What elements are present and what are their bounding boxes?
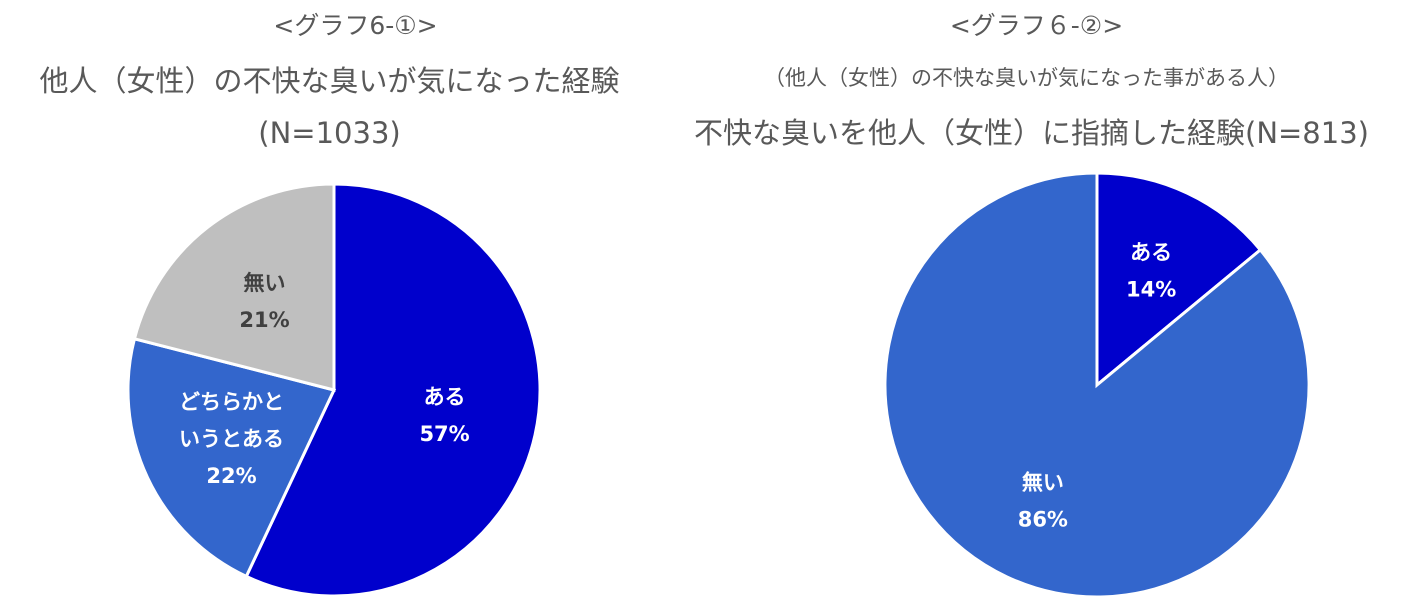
chart-2-slice-1-category-label: 無い — [1022, 471, 1064, 495]
chart-1-slice-2-category-label: 無い — [244, 271, 286, 295]
chart-1-sample-size: (N=1033) — [258, 116, 401, 150]
chart-2-slice-0-value-label: 14% — [1126, 277, 1176, 301]
chart-2-slice-0 — [1095, 171, 1263, 389]
chart-1: <グラフ6-①> 他人（女性）の不快な臭いが気になった経験 (N=1033) あ… — [39, 11, 620, 598]
chart-2-title: 不快な臭いを他人（女性）に指摘した経験(N=813) — [694, 116, 1369, 150]
chart-2-subtitle: （他人（女性）の不快な臭いが気になった事がある人） — [764, 66, 1289, 90]
chart-2-tag: <グラフ６-②> — [949, 11, 1124, 40]
chart-2-slice-1-value-label: 86% — [1018, 508, 1068, 532]
chart-1-tag: <グラフ6-①> — [273, 11, 438, 40]
chart-2: <グラフ６-②> （他人（女性）の不快な臭いが気になった事がある人） 不快な臭い… — [694, 0, 1422, 607]
chart-2-slice-1 — [883, 171, 1311, 599]
chart-1-slice-2-value-label: 21% — [239, 308, 289, 332]
chart-2-slice-0-category-label: ある — [1130, 240, 1172, 264]
chart-1-slice-2 — [132, 182, 336, 392]
chart-1-title: 他人（女性）の不快な臭いが気になった経験 — [39, 64, 620, 98]
chart-1-slice-0-value-label: 57% — [419, 422, 469, 446]
chart-1-slice-1 — [126, 336, 337, 579]
chart-2-pie: ある 14% 無い 86% — [883, 171, 1311, 599]
chart-1-slice-1-value-label: 22% — [206, 464, 256, 488]
chart-1-slice-0-category-label: ある — [424, 385, 466, 409]
chart-1-slice-1-category-label: いうとある — [179, 427, 284, 451]
chart-1-slice-0 — [244, 182, 542, 598]
chart-1-slice-1-category-label: どちらかと — [179, 390, 284, 414]
